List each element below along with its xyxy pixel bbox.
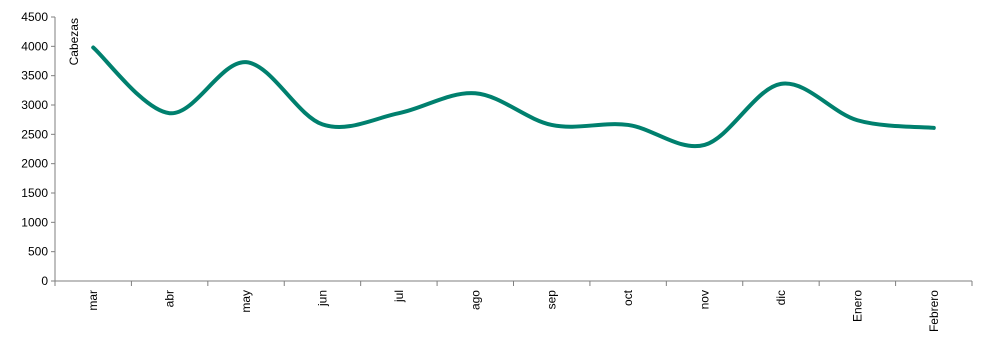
- x-tick-label: abr: [163, 290, 177, 307]
- x-tick-label: ago: [468, 290, 482, 310]
- x-tick-label: Febrero: [927, 290, 941, 332]
- x-tick-label: oct: [621, 289, 635, 306]
- y-axis-label: Cabezas: [67, 18, 81, 65]
- series-group: [93, 47, 934, 146]
- x-tick-label: mar: [86, 290, 100, 311]
- y-tick-label: 3500: [21, 69, 48, 83]
- x-axis: mar abr may jun jul ago sep oct nov dic Enero Febre…: [55, 281, 972, 332]
- y-tick-label: 4500: [21, 10, 48, 24]
- x-tick-label: jun: [315, 290, 329, 307]
- y-tick-label: 500: [28, 245, 48, 259]
- y-tick-label: 1500: [21, 186, 48, 200]
- y-tick-label: 4000: [21, 39, 48, 53]
- x-tick-label: may: [239, 290, 253, 313]
- x-tick-label: Enero: [850, 290, 864, 322]
- x-tick-label: jul: [392, 290, 406, 303]
- x-tick-label: sep: [545, 290, 559, 310]
- y-tick-label: 1000: [21, 215, 48, 229]
- y-tick-label: 3000: [21, 98, 48, 112]
- x-tick-label: nov: [698, 290, 712, 309]
- y-axis: 0 500 1000 1500 2000 2500 3000 3500 4000 4500: [21, 10, 55, 288]
- y-tick-label: 0: [41, 274, 48, 288]
- y-tick-label: 2500: [21, 127, 48, 141]
- x-tick-label: dic: [774, 290, 788, 305]
- y-tick-label: 2000: [21, 157, 48, 171]
- series-line: [93, 48, 934, 147]
